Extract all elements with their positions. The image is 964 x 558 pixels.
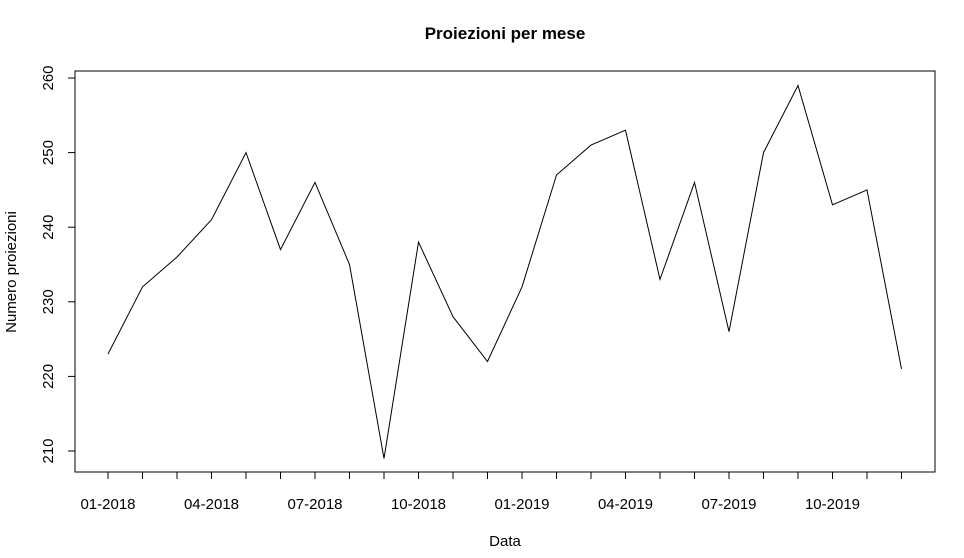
chart-title: Proiezioni per mese (425, 24, 586, 43)
x-tick-label: 07-2019 (701, 496, 756, 513)
x-tick-label: 04-2019 (598, 496, 653, 513)
y-tick-label: 260 (40, 65, 57, 90)
x-tick-label: 07-2018 (287, 496, 342, 513)
x-tick-label: 10-2019 (805, 496, 860, 513)
x-tick-label: 01-2018 (80, 496, 135, 513)
y-tick-label: 220 (40, 364, 57, 389)
plot-frame (74, 70, 936, 473)
x-tick-label: 01-2019 (494, 496, 549, 513)
y-axis-label: Numero proiezioni (3, 211, 20, 333)
x-axis-label: Data (489, 533, 521, 550)
x-axis: 01-2018 04-2018 07-2018 10-2018 01-2019 04-20… (80, 471, 902, 513)
y-tick-label: 240 (40, 215, 57, 240)
x-tick-label: 04-2018 (184, 496, 239, 513)
y-axis: 210 220 230 240 250 260 (40, 65, 76, 464)
y-tick-label: 210 (40, 438, 57, 463)
series-line (107, 84, 902, 459)
x-tick-label: 10-2018 (391, 496, 446, 513)
y-tick-label: 250 (40, 140, 57, 165)
y-tick-label: 230 (40, 289, 57, 314)
